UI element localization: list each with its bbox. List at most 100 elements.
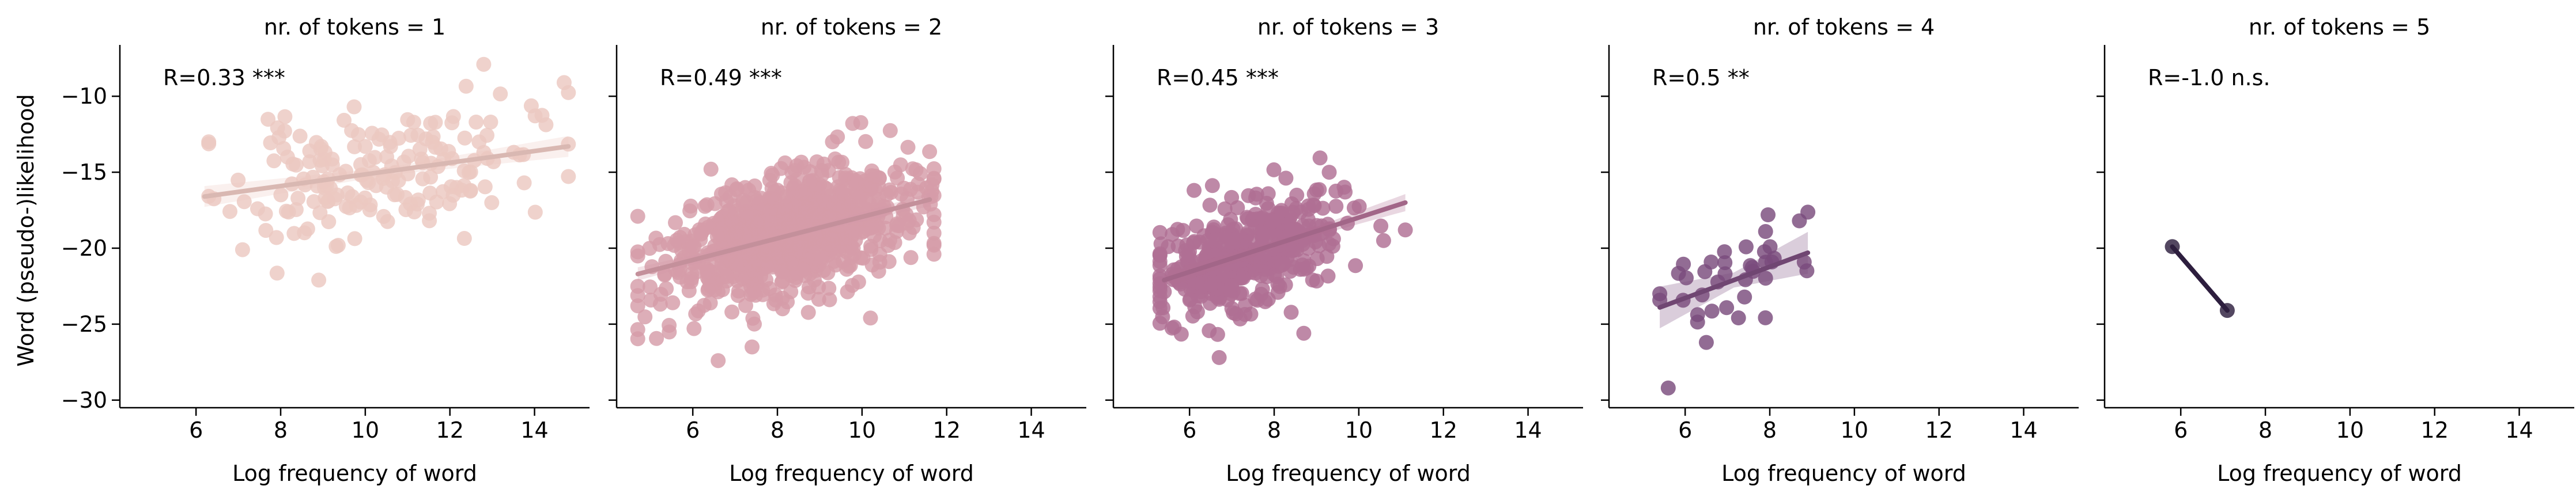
panel-4-x-tick-label-1: 6 bbox=[1678, 418, 1692, 443]
panel-2-point-813 bbox=[905, 161, 920, 177]
panel-2-point-902 bbox=[745, 339, 760, 355]
panel-2-regression-line bbox=[635, 197, 932, 276]
panel-2-point-831 bbox=[889, 218, 905, 233]
panel-5-x-label: Log frequency of word bbox=[2217, 461, 2462, 486]
panel-1-point-113 bbox=[493, 86, 508, 102]
panel-3-point-416 bbox=[1223, 211, 1238, 227]
panel-3-point-399 bbox=[1152, 248, 1168, 263]
panel-1-point-52 bbox=[269, 265, 285, 281]
panel-2-point-57 bbox=[668, 215, 683, 230]
panel-3-point-409 bbox=[1259, 269, 1275, 284]
panel-4-x-label: Log frequency of word bbox=[1721, 461, 1966, 486]
panel-2-point-800 bbox=[751, 195, 767, 211]
panel-3-point-22 bbox=[1376, 233, 1391, 248]
panel-2-point-794 bbox=[924, 183, 939, 199]
panel-2-points bbox=[630, 115, 942, 369]
panel-1-point-165 bbox=[423, 169, 439, 185]
panel-3-point-180 bbox=[1289, 187, 1305, 203]
panel-2-point-722 bbox=[890, 170, 905, 186]
panel-3-point-382 bbox=[1165, 227, 1180, 242]
panel-1-point-95 bbox=[371, 131, 387, 147]
panel-2-point-752 bbox=[686, 238, 702, 254]
panel-2-x-label: Log frequency of word bbox=[729, 461, 974, 486]
panel-5-regression-line bbox=[2170, 244, 2230, 313]
panel-2-point-786 bbox=[838, 244, 854, 259]
panel-1-point-154 bbox=[306, 194, 322, 210]
y-tick-label-2: −15 bbox=[61, 160, 107, 185]
panel-1-point-158 bbox=[410, 192, 426, 208]
panel-1-point-26 bbox=[312, 205, 328, 221]
panel-3-point-255 bbox=[1278, 170, 1294, 186]
panel-2-point-873 bbox=[772, 253, 788, 268]
panel-1-point-60 bbox=[477, 179, 493, 195]
panel-1-point-114 bbox=[263, 135, 278, 150]
panel-2-point-438 bbox=[893, 157, 908, 173]
panel-1-points bbox=[201, 56, 576, 288]
panel-5-x-tick-label-1: 6 bbox=[2174, 418, 2188, 443]
panel-2-point-861 bbox=[800, 286, 816, 301]
panel-3-point-362 bbox=[1228, 231, 1244, 246]
panel-2-point-818 bbox=[883, 185, 899, 200]
panel-3-point-402 bbox=[1224, 278, 1240, 293]
panel-1-point-40 bbox=[277, 109, 293, 124]
panel-2-point-838 bbox=[867, 168, 883, 184]
panel-1-point-146 bbox=[456, 231, 472, 246]
panel-4-point-31 bbox=[1717, 255, 1733, 271]
panel-2-point-406 bbox=[822, 292, 837, 308]
panel-2-point-760 bbox=[735, 192, 751, 208]
panel-3-point-419 bbox=[1266, 213, 1281, 229]
panel-2-title: nr. of tokens = 2 bbox=[761, 14, 942, 40]
panel-3-point-415 bbox=[1181, 247, 1196, 263]
panel-3-point-418 bbox=[1250, 255, 1266, 271]
panel-2-point-577 bbox=[696, 298, 712, 313]
panel-2-point-892 bbox=[833, 198, 848, 213]
panel-3-point-371 bbox=[1245, 233, 1261, 249]
panel-2-point-864 bbox=[844, 224, 859, 240]
panel-1-point-185 bbox=[201, 134, 217, 150]
panel-2-point-747 bbox=[795, 184, 811, 200]
panel-1-point-38 bbox=[401, 149, 416, 164]
panel-1-point-184 bbox=[235, 242, 250, 257]
panel-1-x-label: Log frequency of word bbox=[232, 461, 477, 486]
panel-2-point-601 bbox=[800, 305, 816, 320]
panel-2: nr. of tokens = 2 6 8 10 12 14 Log frequency o… bbox=[609, 14, 1086, 486]
panel-4-x-tick-label-2: 8 bbox=[1763, 418, 1777, 443]
panel-1-point-22 bbox=[260, 112, 276, 127]
panel-3-point-108 bbox=[1312, 150, 1328, 166]
panel-3-point-373 bbox=[1301, 198, 1316, 214]
panel-2-point-853 bbox=[798, 199, 814, 215]
panel-3-point-361 bbox=[1260, 291, 1276, 307]
panel-1-point-153 bbox=[368, 178, 384, 193]
panel-4-point-26 bbox=[1676, 256, 1691, 272]
panel-1-point-81 bbox=[222, 204, 237, 219]
panel-2-point-893 bbox=[822, 209, 838, 225]
panel-2-point-790 bbox=[903, 250, 919, 265]
panel-2-point-474 bbox=[844, 278, 860, 293]
panel-4: nr. of tokens = 4 6 8 10 12 14 Log frequency o… bbox=[1601, 14, 2079, 486]
panel-1-point-88 bbox=[357, 139, 373, 154]
panel-4-point-37 bbox=[1652, 286, 1668, 302]
panel-1-point-91 bbox=[457, 130, 473, 146]
panel-2-x-tick-label-2: 8 bbox=[770, 418, 784, 443]
panel-1: nr. of tokens = 1 6 8 10 12 14 −10 −15 −20 −25 −30… bbox=[61, 14, 590, 486]
panel-1-x-tick-label-5: 14 bbox=[520, 418, 548, 443]
panel-3-point-287 bbox=[1306, 186, 1322, 202]
panel-2-x-tick-label-1: 6 bbox=[686, 418, 700, 443]
panel-2-point-381 bbox=[747, 316, 762, 332]
panel-2-point-879 bbox=[643, 279, 658, 295]
panel-4-point-33 bbox=[1690, 307, 1705, 322]
panel-3-point-349 bbox=[1299, 260, 1314, 276]
panel-2-point-898 bbox=[742, 223, 758, 238]
panel-3-point-391 bbox=[1287, 242, 1302, 257]
panel-2-point-834 bbox=[825, 227, 841, 243]
panel-4-point-17 bbox=[1731, 310, 1746, 325]
panel-3-point-385 bbox=[1325, 231, 1341, 246]
panel-1-x-tick-label-4: 12 bbox=[436, 418, 464, 443]
y-axis-label: Word (pseudo-)likelihood bbox=[13, 94, 39, 367]
panel-2-point-795 bbox=[707, 196, 723, 211]
panel-3-x-tick-label-2: 8 bbox=[1267, 418, 1281, 443]
panel-1-point-32 bbox=[347, 231, 362, 246]
panel-3-point-344 bbox=[1248, 190, 1263, 206]
panel-1-point-125 bbox=[281, 204, 296, 220]
panel-2-point-429 bbox=[738, 298, 753, 313]
